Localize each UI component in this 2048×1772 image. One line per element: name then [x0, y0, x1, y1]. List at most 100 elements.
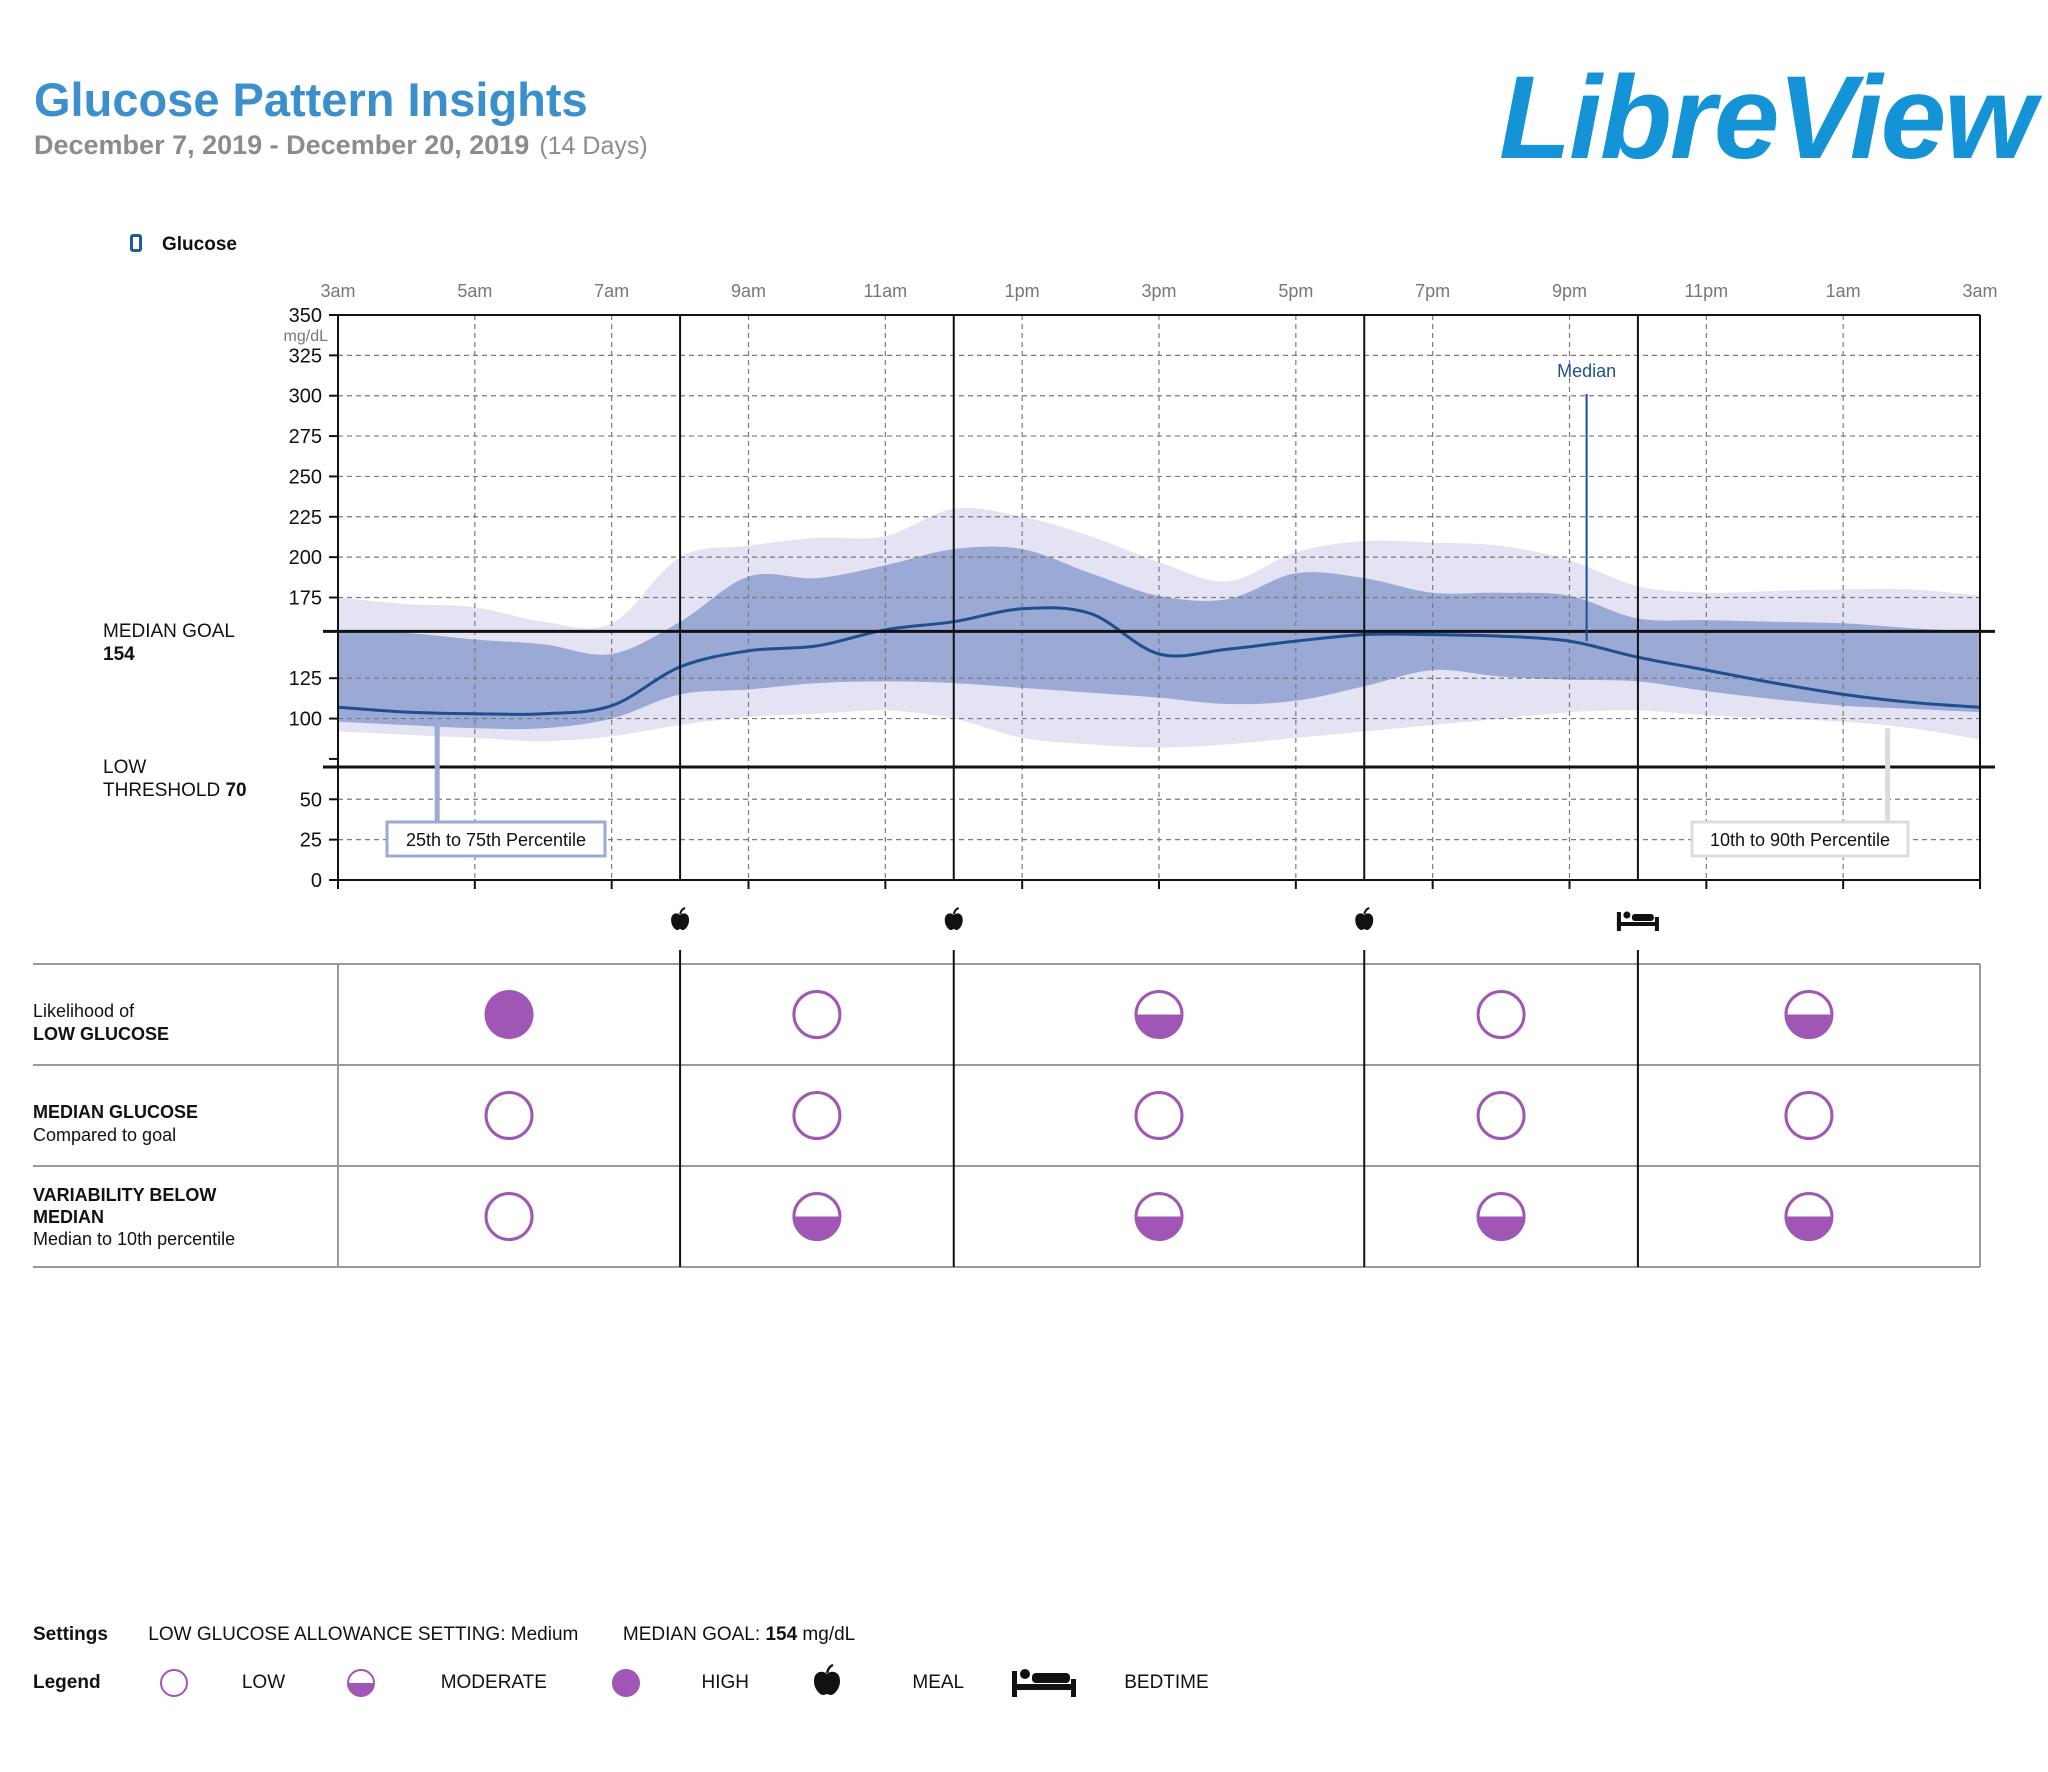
- low-threshold-text-2: THRESHOLD: [103, 780, 221, 801]
- indicator-high: [484, 990, 534, 1039]
- day-count: (14 Days): [539, 132, 648, 160]
- settings-title: Settings: [33, 1624, 108, 1645]
- low-threshold-text-1: LOW: [103, 757, 147, 778]
- glucose-legend-label: Glucose: [162, 234, 237, 255]
- iqr-callout-box: [385, 820, 607, 858]
- row-label-line1: VARIABILITY BELOW: [33, 1185, 217, 1205]
- y-tick-label: 300: [289, 386, 322, 408]
- x-tick-label: 3pm: [1141, 281, 1176, 301]
- outer-callout-box: [1690, 820, 1910, 858]
- allowance-label: LOW GLUCOSE ALLOWANCE SETTING:: [148, 1624, 506, 1645]
- legend-title: Legend: [33, 1672, 101, 1693]
- x-tick-label: 5pm: [1278, 281, 1313, 301]
- meal-icon-body: [671, 913, 690, 930]
- indicator-low: [792, 1091, 842, 1140]
- meal-icon-stem: [952, 907, 960, 915]
- meal-icon-body: [944, 913, 963, 930]
- band-25-75: [338, 546, 1980, 730]
- bed-pillow: [1623, 911, 1631, 919]
- indicator-moderate-fill: [1785, 1014, 1832, 1038]
- y-tick-label: 50: [300, 789, 322, 811]
- legend-meal-icon: [812, 1663, 842, 1703]
- low-threshold-value: 70: [225, 780, 247, 801]
- glucose-legend: Glucose: [130, 233, 237, 256]
- indicator-low: [1476, 1091, 1526, 1140]
- bed-blanket: [1631, 914, 1654, 921]
- median-goal-text: MEDIAN GOAL: [103, 621, 235, 642]
- y-tick-label: 0: [311, 870, 322, 892]
- median-line: [337, 606, 1981, 716]
- y-tick-label: 175: [289, 588, 322, 610]
- indicator-low: [484, 1091, 534, 1140]
- median-goal-value: 154: [103, 644, 135, 665]
- x-tick-label: 11pm: [1684, 281, 1728, 301]
- row-label-line2: MEDIAN: [33, 1207, 104, 1227]
- y-tick-label: 350: [289, 305, 322, 327]
- indicator-moderate-fill: [1136, 1014, 1182, 1038]
- meal-icon-stem: [679, 907, 686, 915]
- indicator-low: [1476, 990, 1526, 1039]
- indicator-moderate: [1784, 1192, 1834, 1241]
- indicator-moderate-fill: [793, 1216, 840, 1240]
- row-label-line3: Median to 10th percentile: [33, 1229, 236, 1249]
- footer-median-goal-value: 154: [765, 1624, 798, 1645]
- legend-high-icon: [611, 1669, 640, 1697]
- x-tick-label: 7pm: [1415, 281, 1450, 301]
- meal-icon-body: [1355, 913, 1374, 930]
- x-tick-label: 9am: [731, 281, 766, 301]
- y-tick-label: 250: [289, 466, 322, 488]
- row-label-variability: VARIABILITY BELOW MEDIAN Median to 10th …: [33, 1184, 235, 1250]
- indicator-low: [792, 990, 842, 1039]
- indicator-moderate-fill: [1785, 1216, 1832, 1240]
- meal-icon: [944, 907, 963, 930]
- x-tick-label: 3am: [320, 281, 355, 301]
- row-label-median-glucose: MEDIAN GLUCOSE Compared to goal: [33, 1101, 198, 1147]
- y-tick-label: 125: [289, 668, 322, 690]
- footer-median-goal-label: MEDIAN GOAL:: [622, 1624, 761, 1645]
- phone-icon: [130, 233, 142, 252]
- outer-callout-label: 10th to 90th Percentile: [1710, 830, 1890, 850]
- bed-leg: [1616, 912, 1621, 931]
- bedtime-icon: [1616, 911, 1659, 931]
- legend-bedtime-icon: [1010, 1663, 1078, 1703]
- legend-bedtime-label: BEDTIME: [1124, 1672, 1209, 1693]
- legend-low-icon: [160, 1669, 189, 1697]
- meal-icon: [671, 907, 690, 930]
- iqr-callout-label: 25th to 75th Percentile: [406, 830, 586, 850]
- page-title: Glucose Pattern Insights: [34, 73, 588, 126]
- y-tick-label: 225: [289, 507, 322, 529]
- x-tick-label: 1pm: [1005, 281, 1040, 301]
- y-tick-label: 100: [289, 709, 322, 731]
- indicator-moderate: [1134, 1192, 1184, 1241]
- footer-median-goal-unit: mg/dL: [802, 1624, 856, 1645]
- footer-settings: Settings LOW GLUCOSE ALLOWANCE SETTING: …: [33, 1624, 855, 1646]
- y-tick-label: 275: [289, 426, 322, 448]
- row-label-line1: MEDIAN GLUCOSE: [33, 1102, 199, 1122]
- legend-meal-label: MEAL: [912, 1672, 965, 1693]
- indicator-moderate: [1784, 990, 1834, 1039]
- allowance-value: Medium: [510, 1624, 579, 1645]
- y-tick-label: 25: [300, 830, 322, 852]
- x-tick-label: 11am: [863, 281, 907, 301]
- low-threshold-label: LOW THRESHOLD 70: [103, 756, 247, 802]
- x-tick-label: 5am: [457, 281, 492, 301]
- footer-legend: Legend LOW MODERATE HIGH MEAL BEDTIME: [33, 1663, 1209, 1703]
- indicator-moderate-fill: [1478, 1216, 1525, 1240]
- brand-logo: LibreView: [1498, 52, 2036, 184]
- indicator-moderate: [1134, 990, 1184, 1039]
- date-range: December 7, 2019 - December 20, 2019 (14 …: [34, 130, 648, 161]
- y-tick-label: 200: [289, 547, 322, 569]
- date-range-text: December 7, 2019 - December 20, 2019: [34, 130, 530, 160]
- y-unit-label: mg/dL: [284, 328, 329, 345]
- legend-moderate-icon: [347, 1669, 376, 1697]
- legend-low-label: LOW: [241, 1672, 286, 1693]
- row-label-line2: LOW GLUCOSE: [33, 1024, 169, 1044]
- meal-icon-stem: [1363, 907, 1370, 915]
- median-goal-label: MEDIAN GOAL 154: [103, 620, 235, 666]
- row-label-line1: Likelihood of: [33, 1001, 135, 1021]
- indicator-moderate: [1476, 1192, 1526, 1241]
- legend-moderate-label: MODERATE: [440, 1672, 547, 1693]
- median-callout-label: Median: [1557, 361, 1616, 381]
- row-label-line2: Compared to goal: [33, 1125, 177, 1145]
